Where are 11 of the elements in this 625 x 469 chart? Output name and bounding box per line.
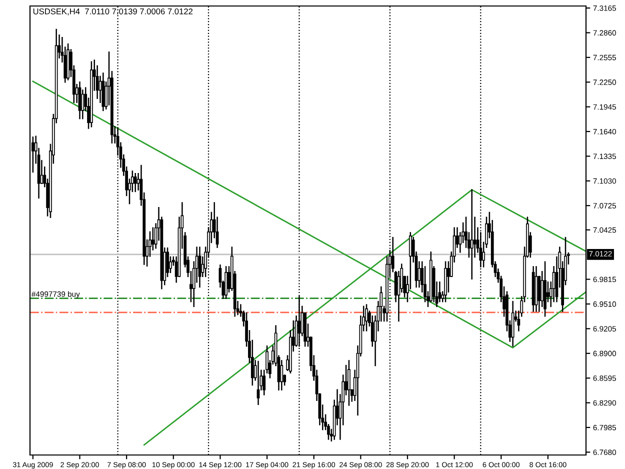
candlestick <box>151 227 154 250</box>
candlestick <box>134 172 137 192</box>
candlestick <box>262 370 266 396</box>
candlestick <box>224 266 228 299</box>
candlestick <box>470 189 474 280</box>
candlestick <box>365 304 368 332</box>
candlestick <box>256 360 260 406</box>
candlestick <box>166 247 169 278</box>
candlestick <box>348 360 350 406</box>
chart-title: USDSEK,H4 7.0110 7.0139 7.0006 7.0122 <box>33 8 193 16</box>
candlestick <box>408 232 412 290</box>
